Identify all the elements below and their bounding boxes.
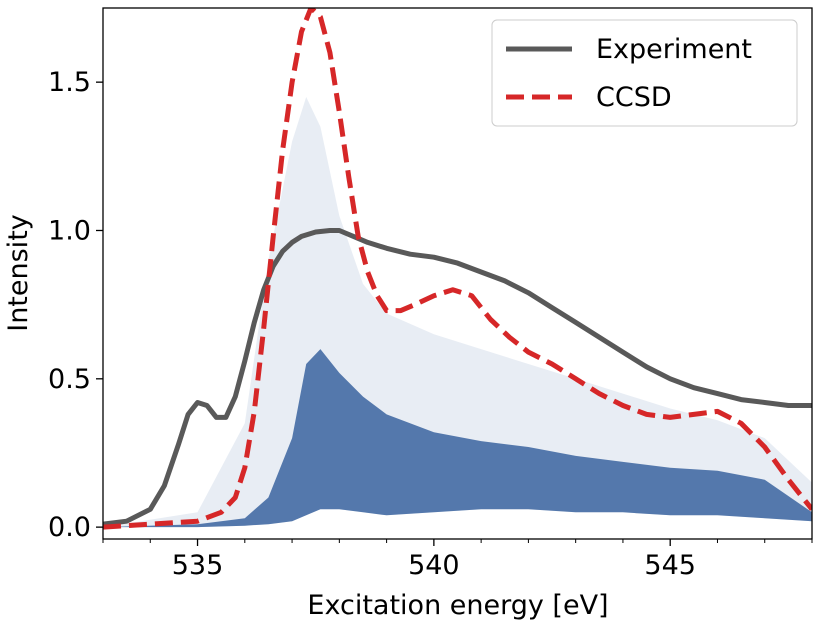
ticks: 535 540 545 0.0 0.5 1.0 1.5 (48, 67, 813, 581)
y-tick-label: 0.0 (48, 512, 91, 543)
ensemble-core-band (103, 349, 812, 528)
legend-experiment-label: Experiment (596, 34, 752, 65)
x-axis-label: Excitation energy [eV] (307, 590, 608, 621)
y-axis-label: Intensity (3, 214, 34, 332)
y-tick-label: 1.5 (48, 67, 91, 98)
legend: Experiment CCSD (491, 19, 798, 127)
x-tick-label: 535 (172, 550, 224, 581)
y-tick-label: 0.5 (48, 364, 91, 395)
x-tick-label: 540 (408, 550, 460, 581)
x-tick-label: 545 (644, 550, 696, 581)
plot-area (103, 8, 812, 530)
ccsd-line (103, 8, 812, 530)
axes-frame (102, 7, 813, 540)
y-tick-label: 1.0 (48, 215, 91, 246)
experiment-line (103, 228, 812, 527)
legend-ccsd-label: CCSD (596, 82, 672, 113)
ensemble-faint-band (103, 97, 812, 528)
